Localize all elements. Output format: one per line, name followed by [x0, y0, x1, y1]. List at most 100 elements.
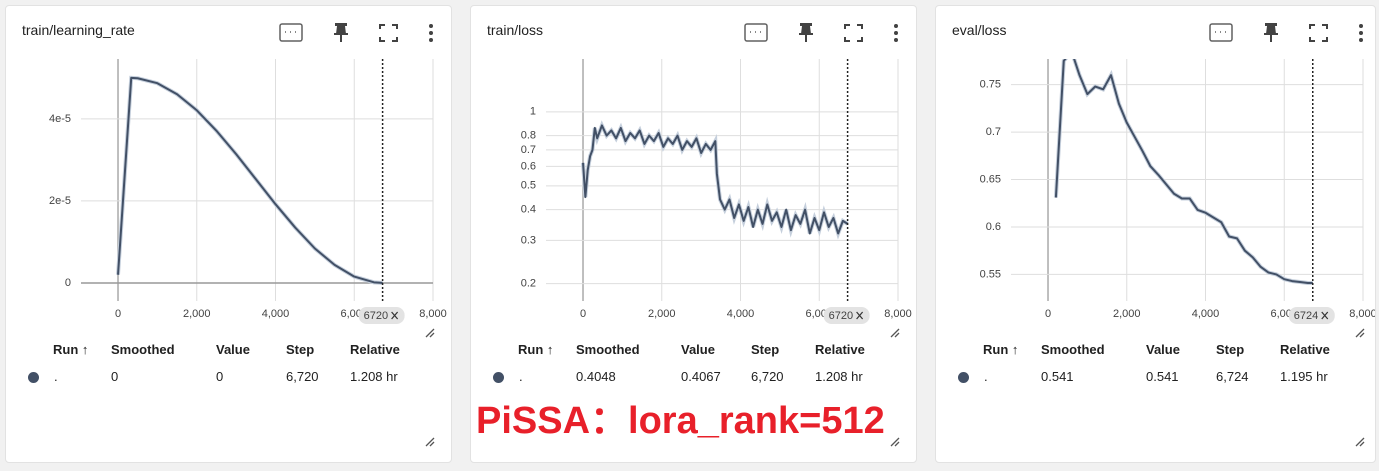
x-tick-label: 8,000: [419, 308, 447, 320]
y-tick-label: 0.5: [521, 180, 536, 192]
run-color: [958, 372, 969, 383]
toolbar: [744, 23, 898, 42]
resize-handle[interactable]: [424, 327, 436, 339]
card: train/loss 0 2,000 4,000 6,000 8,000 0.2 0.3 0.4…: [470, 5, 917, 463]
table-cell: .: [519, 369, 523, 384]
close-stroke: [391, 311, 399, 320]
column-header[interactable]: Step: [286, 342, 315, 357]
step-chip: 6720: [358, 307, 405, 324]
pin[interactable]: [799, 23, 813, 42]
chip-close[interactable]: [856, 311, 864, 320]
column-header[interactable]: Smoothed: [111, 342, 175, 357]
y-tick-label: 0.6: [521, 160, 536, 172]
chart: 0 2,000 4,000 6,000 8,0000.550.60.650.70.756…: [980, 59, 1375, 324]
x-tick-label: 2,000: [1113, 308, 1141, 320]
column-header[interactable]: Value: [216, 342, 250, 357]
chart: 0 2,000 4,000 6,000 8,0000.20.30.40.50.60.70…: [521, 59, 912, 324]
menu[interactable]: [1359, 24, 1363, 42]
run-color: [493, 372, 504, 383]
run-color: [28, 372, 39, 383]
table-cell: 0.4048: [576, 369, 616, 384]
pin[interactable]: [334, 23, 348, 42]
resize-handle[interactable]: [889, 327, 901, 339]
y-tick-label: 0.4: [521, 204, 536, 216]
column-header[interactable]: Run ↑: [53, 342, 89, 357]
x-tick-label: 4,000: [1192, 308, 1220, 320]
card: eval/loss 0 2,000 4,000 6,000 8,000 0.55 0.6 0.6…: [935, 5, 1376, 463]
column-header[interactable]: Relative: [1280, 342, 1330, 357]
card-title: train/loss: [487, 22, 544, 38]
chip-label: 6720: [364, 310, 388, 322]
chip-bg: [358, 307, 405, 324]
resize-handle[interactable]: [424, 436, 436, 448]
x-tick-label: 2,000: [183, 308, 211, 320]
menu[interactable]: [429, 24, 433, 42]
x-tick-label: 4,000: [727, 308, 755, 320]
chip-close[interactable]: [1321, 311, 1329, 320]
resize-handle[interactable]: [889, 436, 901, 448]
fullscreen[interactable]: [379, 24, 398, 42]
x-tick-label: 0: [115, 308, 121, 320]
column-header[interactable]: Relative: [350, 342, 400, 357]
y-tick-label: 2e-5: [49, 195, 71, 207]
y-tick-label: 0: [65, 277, 71, 289]
table-cell: .: [54, 369, 58, 384]
table-cell: 6,724: [1216, 369, 1249, 384]
series-line: [582, 124, 849, 235]
resize-handle[interactable]: [1354, 436, 1366, 448]
chip-bg: [823, 307, 870, 324]
resize-handle[interactable]: [1354, 327, 1366, 339]
x-tick-label: 2,000: [648, 308, 676, 320]
table-cell: 0.541: [1146, 369, 1179, 384]
y-tick-label: 0.6: [986, 221, 1001, 233]
menu[interactable]: [894, 24, 898, 42]
y-tick-label: 0.75: [980, 79, 1001, 91]
pin[interactable]: [1264, 23, 1278, 42]
toggle-y-axis[interactable]: [1209, 23, 1233, 42]
chip-close[interactable]: [391, 311, 399, 320]
chip-bg: [1288, 307, 1335, 324]
column-header[interactable]: Run ↑: [518, 342, 554, 357]
chip-label: 6720: [829, 310, 853, 322]
column-header[interactable]: Value: [681, 342, 715, 357]
y-tick-label: 0.65: [980, 173, 1001, 185]
table-cell: 6,720: [286, 369, 319, 384]
y-tick-label: 0.8: [521, 130, 536, 142]
line-halo: [116, 75, 383, 285]
card: train/learning_rate 0 2,000 4,000 6,000 8,000…: [5, 5, 452, 463]
fullscreen[interactable]: [844, 24, 863, 42]
card-title: eval/loss: [952, 22, 1007, 38]
table-cell: .: [984, 369, 988, 384]
series-line: [1054, 59, 1313, 284]
column-header[interactable]: Step: [751, 342, 780, 357]
y-tick-label: 0.55: [980, 268, 1001, 280]
x-tick-label: 8,000: [1349, 308, 1375, 320]
column-header[interactable]: Relative: [815, 342, 865, 357]
y-tick-label: 0.7: [521, 144, 536, 156]
column-header[interactable]: Run ↑: [983, 342, 1019, 357]
column-header[interactable]: Value: [1146, 342, 1180, 357]
column-header[interactable]: Step: [1216, 342, 1245, 357]
table-cell: 1.195 hr: [1280, 369, 1328, 384]
toolbar: [279, 23, 433, 42]
y-tick-label: 1: [530, 106, 536, 118]
toggle-y-axis[interactable]: [744, 23, 768, 42]
card-title: train/learning_rate: [22, 22, 135, 38]
close-stroke: [856, 311, 864, 320]
column-header[interactable]: Smoothed: [1041, 342, 1105, 357]
toolbar: [1209, 23, 1363, 42]
y-tick-label: 4e-5: [49, 113, 71, 125]
table-cell: 0: [111, 369, 119, 384]
close-stroke: [1321, 311, 1329, 320]
table-cell: 6,720: [751, 369, 784, 384]
column-header[interactable]: Smoothed: [576, 342, 640, 357]
table-cell: 0.4067: [681, 369, 721, 384]
fullscreen[interactable]: [1309, 24, 1328, 42]
table-cell: 1.208 hr: [350, 369, 398, 384]
chip-label: 6724: [1294, 310, 1318, 322]
step-chip: 6724: [1288, 307, 1335, 324]
table-cell: 0: [216, 369, 224, 384]
toggle-y-axis[interactable]: [279, 23, 303, 42]
x-tick-label: 8,000: [884, 308, 912, 320]
